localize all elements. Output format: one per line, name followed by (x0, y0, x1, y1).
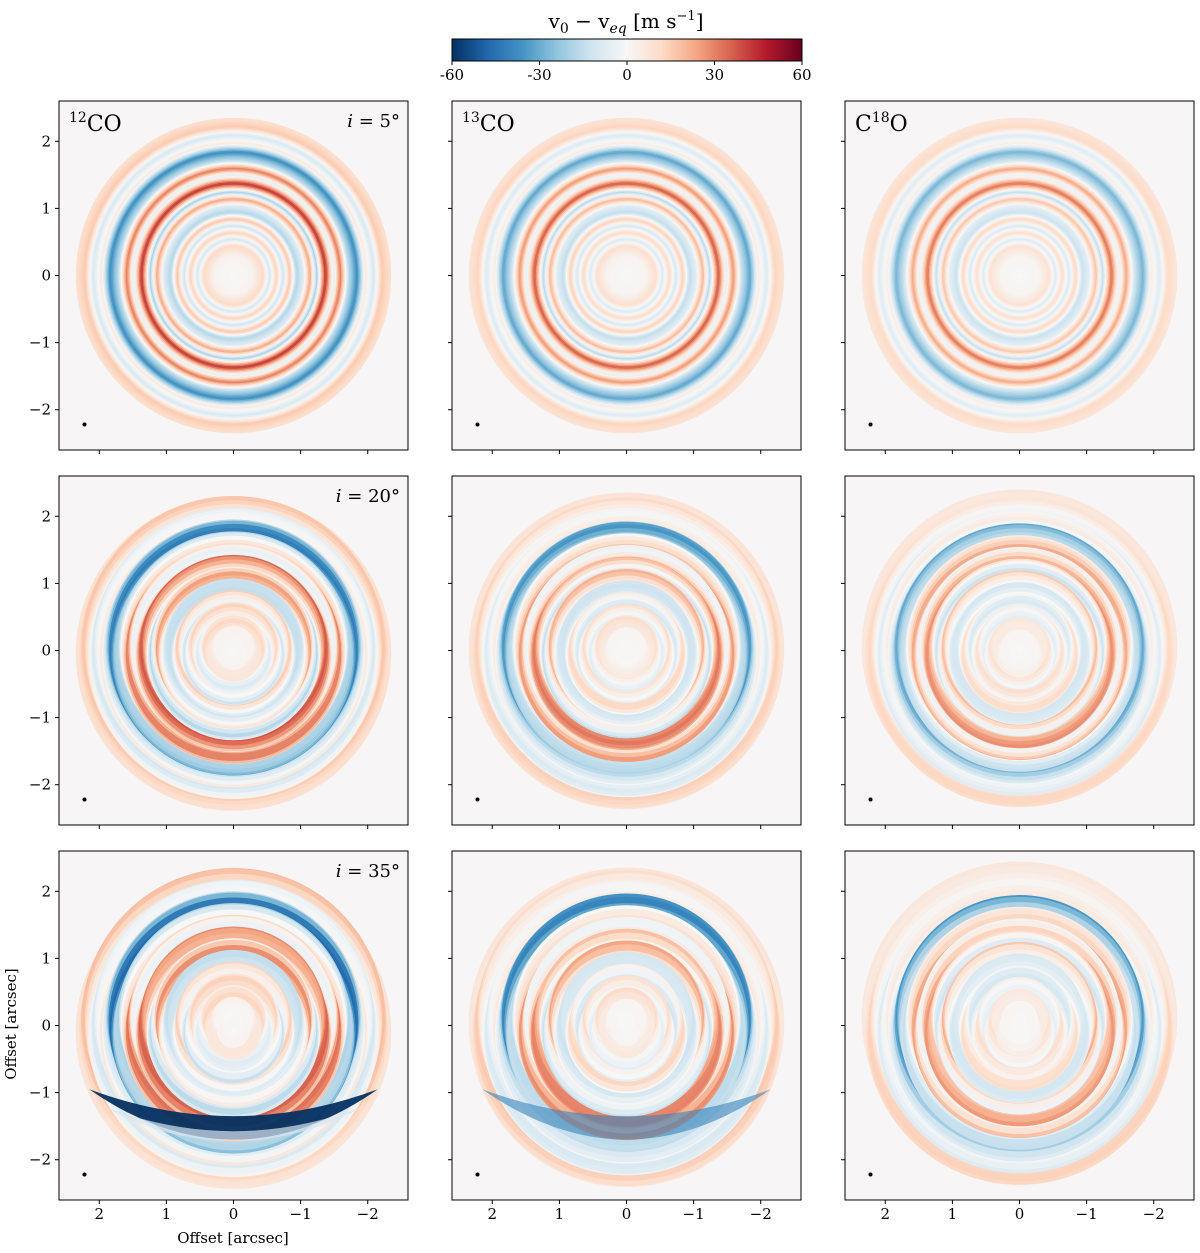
velocity-map (75, 495, 392, 811)
x-tick-label: 0 (229, 1205, 239, 1223)
x-tick-label: −2 (750, 1205, 772, 1223)
velocity-map (468, 492, 785, 810)
velocity-map (861, 861, 1178, 1185)
bottom-arc-inner (102, 1106, 365, 1142)
ring-band (1018, 1027, 1021, 1031)
y-tick-label: −1 (29, 334, 51, 352)
panel-r3-c2: 2 1 0 −1 −2 (448, 850, 802, 1223)
isotopologue-label: C18O (855, 110, 908, 137)
inclination-label: i = 20° (336, 486, 400, 507)
y-tick-label: 1 (41, 949, 51, 967)
colorbar-title: v0 − veq [m s−1] (548, 9, 704, 37)
colorbar-tick-label: 30 (705, 66, 724, 84)
velocity-map (861, 117, 1178, 434)
ring-band (1018, 650, 1021, 654)
x-tick-label: −2 (357, 1205, 379, 1223)
y-tick-label: −1 (29, 709, 51, 727)
x-tick-label: 0 (622, 1205, 632, 1223)
x-tick-label: −1 (290, 1205, 312, 1223)
velocity-map (861, 489, 1178, 808)
panel-r3-c3: 2 1 0 −1 −2 (841, 850, 1195, 1223)
x-tick-label: −1 (683, 1205, 705, 1223)
isotopologue-label: 12CO (69, 110, 122, 137)
panel-r1-c2: 13CO (448, 100, 802, 454)
beam-marker (82, 797, 87, 802)
ring-band (232, 274, 235, 277)
beam-marker (475, 1172, 480, 1177)
colorbar-tick-label: -30 (527, 66, 551, 84)
colorbar-tick-label: 60 (792, 66, 811, 84)
y-tick-label: −2 (29, 1151, 51, 1169)
y-axis-label: Offset [arcsec] (2, 968, 20, 1080)
inclination-label: i = 35° (336, 861, 400, 882)
x-tick-label: 2 (487, 1205, 497, 1223)
velocity-map (468, 867, 785, 1188)
ring-band (232, 1029, 235, 1032)
beam-marker (82, 422, 87, 427)
beam-marker (475, 797, 480, 802)
ring-band (230, 1030, 237, 1037)
y-tick-label: 1 (41, 574, 51, 592)
panel-r2-c3 (841, 475, 1195, 829)
ring-band (232, 651, 235, 655)
y-tick-label: 2 (41, 507, 51, 525)
x-axis-label: Offset [arcsec] (177, 1229, 289, 1247)
colorbar-ticks: -60 -30 0 30 60 (440, 61, 812, 84)
ring-band (625, 1032, 628, 1035)
x-tick-label: −2 (1143, 1205, 1165, 1223)
y-tick-label: 2 (41, 132, 51, 150)
velocity-map (468, 117, 785, 434)
x-tick-label: 1 (555, 1205, 565, 1223)
colorbar: v0 − veq [m s−1] -60 -30 0 30 60 (440, 9, 812, 84)
ring-band (625, 274, 628, 277)
panel-r3-c1: 2 2 1 1 0 0 −1 −1 −2 −2 i = 35° (29, 850, 409, 1223)
inclination-label: i = 5° (347, 111, 400, 132)
x-tick-label: 1 (162, 1205, 172, 1223)
ring-band (622, 1021, 631, 1030)
y-tick-label: −2 (29, 776, 51, 794)
ring-band (1016, 646, 1023, 653)
y-tick-label: 0 (41, 642, 51, 660)
panel-r1-c3: C18O (841, 100, 1195, 454)
colorbar-tick-label: -60 (440, 66, 464, 84)
ring-band (1018, 274, 1021, 277)
y-tick-label: 2 (41, 882, 51, 900)
bottom-arc (482, 1089, 771, 1140)
colorbar-tick-label: 0 (622, 66, 632, 84)
beam-marker (868, 1172, 873, 1177)
x-tick-label: 0 (1015, 1205, 1025, 1223)
ring-band (1016, 1020, 1023, 1027)
x-tick-label: −1 (1076, 1205, 1098, 1223)
beam-marker (868, 422, 873, 427)
beam-marker (82, 1172, 87, 1177)
x-tick-label: 1 (948, 1205, 958, 1223)
y-tick-label: 0 (41, 267, 51, 285)
beam-marker (868, 797, 873, 802)
ring-band (230, 651, 237, 658)
velocity-map (75, 867, 392, 1189)
panel-r2-c2 (448, 475, 802, 829)
panel-r2-c1: 2 1 0 −1 −2 i = 20° (29, 475, 409, 829)
panel-r1-c1: 2 1 0 −1 −2 12CO i = 5° (29, 100, 409, 454)
y-tick-label: 1 (41, 199, 51, 217)
isotopologue-label: 13CO (462, 110, 515, 137)
ring-band (1015, 1014, 1024, 1023)
x-tick-label: 2 (880, 1205, 890, 1223)
velocity-map (75, 117, 392, 434)
ring-band (623, 1028, 630, 1034)
colorbar-gradient (451, 38, 803, 62)
x-tick-label: 2 (94, 1205, 104, 1223)
y-tick-label: −2 (29, 401, 51, 419)
y-tick-label: −1 (29, 1084, 51, 1102)
y-tick-label: 0 (41, 1017, 51, 1035)
beam-marker (475, 422, 480, 427)
ring-band (625, 653, 628, 656)
